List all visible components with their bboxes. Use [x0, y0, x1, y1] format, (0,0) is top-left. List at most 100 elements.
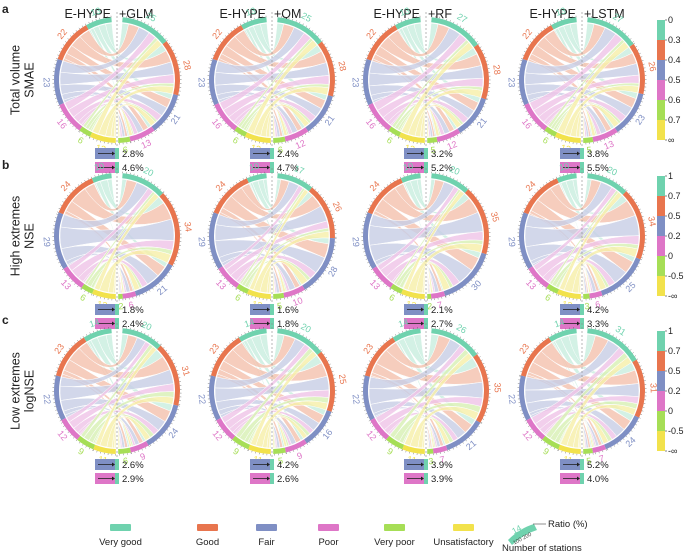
arc-tick	[641, 257, 643, 259]
arc-tick	[372, 353, 375, 356]
arc-tick	[57, 211, 59, 213]
stations-legend-label: Number of stations	[502, 543, 582, 552]
arc-tick	[365, 58, 367, 60]
right-arc	[431, 328, 478, 358]
stations-label: 6	[122, 145, 128, 156]
arc-tick	[374, 428, 376, 430]
arc-tick	[168, 115, 171, 118]
arc-tick	[88, 447, 90, 450]
arc-tick	[311, 341, 314, 343]
stations-label: 20	[140, 319, 153, 332]
ratio-box-accent	[270, 162, 274, 173]
ratio-box-accent	[424, 459, 428, 470]
arc-tick	[141, 448, 143, 451]
arc-tick	[635, 201, 638, 204]
arc-tick	[306, 288, 308, 291]
stations-label: 6	[541, 135, 550, 146]
arc-tick	[625, 281, 628, 283]
legend-label: Unsatisfactory	[433, 537, 493, 548]
arc-tick	[239, 180, 241, 182]
arc-tick	[607, 448, 609, 451]
arc-tick	[522, 54, 525, 56]
arc-tick	[214, 51, 216, 53]
arc-tick	[401, 449, 403, 451]
row-label: Low extremes	[8, 352, 22, 430]
arc-tick	[632, 352, 634, 354]
arc-tick	[369, 422, 372, 424]
arc-tick	[453, 21, 455, 24]
stations-label: 14	[397, 317, 410, 330]
arc-tick	[326, 203, 329, 205]
arc-tick	[449, 20, 451, 22]
stations-label: 35	[489, 211, 501, 223]
arc-tick	[220, 41, 222, 43]
right-arc	[445, 420, 481, 451]
arc-tick	[324, 425, 327, 427]
left-arc	[59, 103, 83, 131]
arc-tick	[634, 355, 637, 357]
arc-tick	[217, 201, 219, 203]
arc-tick	[301, 291, 303, 294]
left-arc	[236, 283, 250, 294]
right-arc	[600, 257, 641, 296]
arc-tick	[533, 347, 536, 350]
arc-tick	[602, 174, 604, 177]
stations-label: 29	[350, 236, 361, 247]
arc-tick	[92, 449, 94, 452]
stations-label: 28	[491, 64, 502, 75]
ratio-value: 2.9%	[122, 474, 144, 485]
arc-tick	[367, 363, 369, 366]
arc-tick	[450, 138, 451, 140]
arc-tick	[302, 179, 304, 182]
arc-tick	[471, 434, 473, 437]
arc-tick	[292, 329, 294, 332]
arc-tick	[540, 30, 543, 32]
arc-tick	[617, 443, 619, 445]
arc-tick	[535, 434, 537, 436]
arc-tick	[172, 49, 175, 51]
arc-tick	[523, 208, 526, 210]
panel-letter: b	[2, 158, 9, 172]
arc-tick	[325, 113, 327, 115]
right-arc	[151, 94, 179, 131]
arc-tick	[67, 38, 69, 40]
arc-tick	[387, 130, 389, 132]
arc-tick	[365, 258, 368, 260]
arc-tick	[485, 257, 487, 259]
arc-tick	[609, 177, 611, 180]
arc-tick	[243, 447, 245, 450]
arc-tick	[61, 357, 64, 359]
left-arc	[234, 126, 248, 137]
right-arc	[273, 447, 286, 454]
stations-label: 29	[41, 236, 52, 247]
arc-tick	[227, 189, 229, 191]
left-arc	[392, 328, 421, 342]
stations-label: 21	[475, 116, 489, 130]
arc-tick	[80, 287, 82, 290]
arc-tick	[247, 449, 249, 451]
colorbar-tick-label: 0.4	[668, 55, 681, 65]
arc-tick	[639, 104, 642, 106]
arc-tick	[474, 38, 476, 40]
ratio-value: 2.6%	[277, 474, 299, 485]
arc-tick	[212, 54, 215, 56]
arc-tick	[529, 198, 531, 200]
arc-tick	[331, 256, 334, 258]
arc-tick	[78, 441, 81, 444]
arc-tick	[91, 293, 93, 296]
arc-tick	[479, 46, 482, 48]
arc-tick	[320, 276, 322, 278]
right-arc	[430, 291, 446, 299]
arc-tick	[317, 346, 319, 348]
arc-tick	[368, 265, 371, 267]
arc-tick	[328, 207, 330, 209]
arc-tick	[57, 104, 60, 106]
stations-label: 28	[181, 59, 193, 71]
arc-tick	[555, 176, 557, 179]
stations-label: 27	[611, 11, 625, 25]
arc-tick	[480, 202, 482, 205]
arc-tick	[602, 329, 604, 332]
arc-tick	[536, 280, 538, 283]
stations-label: 22	[364, 27, 378, 41]
arc-tick	[161, 435, 164, 437]
